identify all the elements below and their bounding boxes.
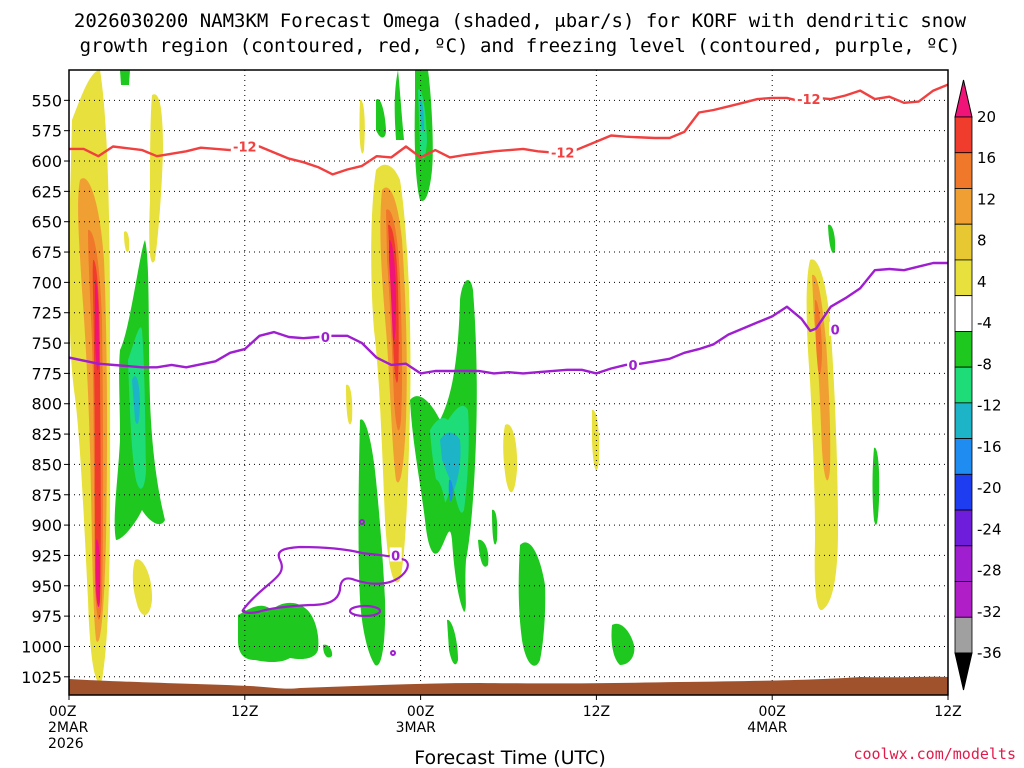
chart-title-line-1: 2026030200 NAM3KM Forecast Omega (shaded… xyxy=(74,10,967,32)
x-tick-date-label: 3MAR xyxy=(396,720,437,736)
x-axis-label: Forecast Time (UTC) xyxy=(414,747,605,768)
colorbar-swatch xyxy=(954,366,973,404)
contour-labels: -12 -12 -12 0 0 0 0 xyxy=(230,91,842,564)
colorbar-swatch xyxy=(954,116,973,154)
contour-label-bg xyxy=(548,144,577,159)
y-tick-label: 800 xyxy=(31,395,62,414)
y-tick-label: 950 xyxy=(31,577,62,596)
contour-label-bg xyxy=(627,356,640,371)
omega-green-regions xyxy=(114,70,880,666)
colorbar-swatch xyxy=(954,259,973,297)
contour-label-bg xyxy=(230,138,259,153)
y-axis: 550 575 600 625 650 675 700 725 750 775 800 825 850 8… xyxy=(21,91,69,687)
colorbar-label: -36 xyxy=(977,644,1002,662)
contour-label: 0 xyxy=(629,359,638,374)
y-tick-label: 1000 xyxy=(21,637,62,656)
colorbar-label: 4 xyxy=(977,273,987,291)
x-tick-label: 12Z xyxy=(231,704,258,720)
y-tick-label: 775 xyxy=(31,364,62,383)
colorbar-label: 16 xyxy=(977,149,996,167)
colorbar-max-triangle xyxy=(954,79,973,118)
y-tick-label: 725 xyxy=(31,304,62,323)
y-tick-label: 575 xyxy=(31,122,62,141)
colorbar-swatch xyxy=(954,295,973,332)
freezing-level-low-contours xyxy=(241,519,409,656)
x-tick-year-label: 2026 xyxy=(48,736,84,752)
contour-line-freezing-level xyxy=(69,261,948,375)
colorbar-label: 8 xyxy=(977,232,987,250)
colorbar-label: 20 xyxy=(977,108,996,126)
colorbar-swatch xyxy=(954,473,973,511)
ground-surface xyxy=(69,676,948,695)
contour-label-bg xyxy=(319,328,332,343)
contour-label: 0 xyxy=(391,549,400,564)
colorbar-min-triangle xyxy=(954,652,973,691)
x-tick-label: 12Z xyxy=(934,704,961,720)
x-tick-label: 00Z xyxy=(407,704,434,720)
colorbar-label: -20 xyxy=(977,479,1002,497)
y-tick-label: 900 xyxy=(31,516,62,535)
y-tick-label: 825 xyxy=(31,425,62,444)
colorbar-swatch xyxy=(954,616,973,654)
colorbar-label: -8 xyxy=(977,355,992,373)
contour-label-bg xyxy=(829,321,842,336)
contour-label: -12 xyxy=(233,140,257,155)
y-tick-label: 975 xyxy=(31,607,62,626)
y-tick-label: 750 xyxy=(31,334,62,353)
contour-label: 0 xyxy=(321,331,330,346)
colorbar-label: -32 xyxy=(977,603,1002,621)
y-tick-label: 600 xyxy=(31,152,62,171)
colorbar-swatch xyxy=(954,152,973,189)
y-tick-label: 1025 xyxy=(21,668,62,687)
y-tick-label: 625 xyxy=(31,182,62,201)
y-tick-label: 675 xyxy=(31,243,62,262)
colorbar-label: 12 xyxy=(977,190,996,208)
x-tick-label: 00Z xyxy=(758,704,785,720)
x-tick-label: 12Z xyxy=(583,704,610,720)
colorbar-label: -16 xyxy=(977,438,1002,456)
plot-frame xyxy=(68,69,949,696)
omega-warm-cores xyxy=(78,178,831,642)
y-tick-label: 875 xyxy=(31,486,62,505)
contour-label: 0 xyxy=(831,324,840,339)
y-tick-label: 925 xyxy=(31,546,62,565)
x-tick-date-label: 4MAR xyxy=(747,720,788,736)
colorbar-swatch xyxy=(954,545,973,582)
colorbar-swatch xyxy=(954,509,973,547)
colorbar-swatch xyxy=(954,188,973,225)
colorbar-swatch xyxy=(954,402,973,440)
colorbar-swatch xyxy=(954,581,973,618)
colorbar-swatch xyxy=(954,438,973,475)
y-tick-label: 700 xyxy=(31,273,62,292)
colorbar-swatch xyxy=(954,223,973,261)
chart-title-line-2: growth region (contoured, red, ºC) and f… xyxy=(80,35,961,57)
x-tick-date-label: 2MAR xyxy=(48,720,89,736)
colorbar-label: -12 xyxy=(977,397,1002,415)
x-tick-label: 00Z xyxy=(49,704,76,720)
colorbar-swatch xyxy=(954,330,973,368)
credit-text: coolwx.com/modelts xyxy=(853,745,1016,763)
contour-label-bg xyxy=(389,547,402,562)
colorbar-label: -28 xyxy=(977,562,1002,580)
y-tick-label: 550 xyxy=(31,91,62,110)
contour-label: -12 xyxy=(551,147,575,162)
y-tick-label: 650 xyxy=(31,213,62,232)
colorbar-label: -24 xyxy=(977,520,1002,538)
omega-shading xyxy=(69,70,880,682)
contour-label-bg xyxy=(794,91,823,106)
colorbar-label: -4 xyxy=(977,314,992,332)
colorbar: 20 16 12 8 4 -4 -8 -12 -16 -20 -24 -28 -32 -36 xyxy=(954,79,1002,691)
y-tick-label: 850 xyxy=(31,455,62,474)
contour-label: -12 xyxy=(797,93,821,108)
